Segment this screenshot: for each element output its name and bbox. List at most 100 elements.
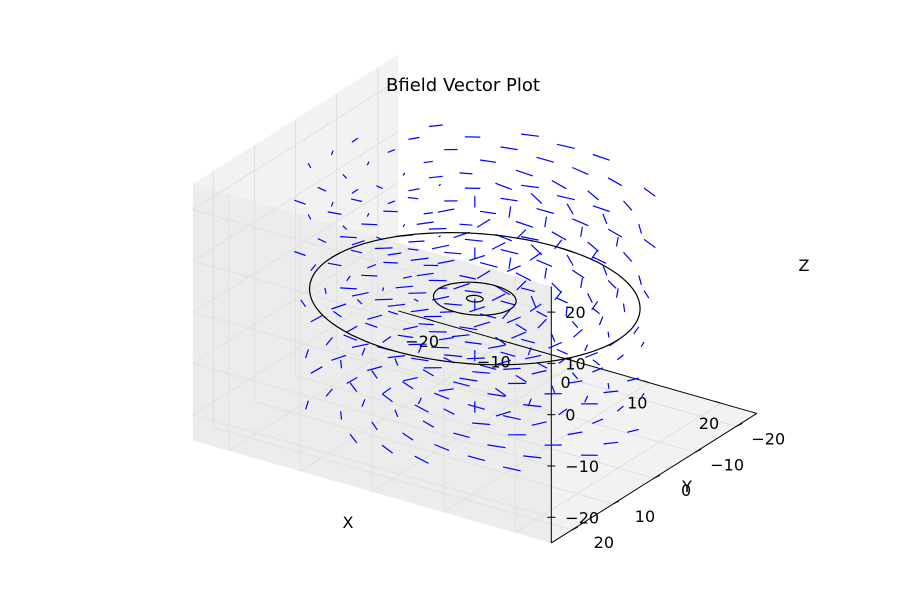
field-vector [346, 275, 351, 282]
field-vector [556, 297, 568, 304]
field-vector [592, 367, 604, 373]
field-vector [394, 358, 399, 366]
field-vector [422, 369, 435, 377]
field-vector [351, 188, 359, 194]
field-vector [464, 341, 482, 345]
y-tick [694, 448, 702, 453]
field-vector [402, 381, 414, 390]
field-vector [434, 392, 450, 400]
field-vector [515, 374, 527, 383]
field-vector [495, 336, 507, 346]
field-vector [592, 359, 600, 366]
field-vector [382, 336, 392, 343]
left-grid-z [192, 182, 399, 313]
field-vector [387, 149, 396, 153]
field-vector [515, 272, 532, 282]
field-vector [325, 388, 333, 397]
field-vector [466, 357, 485, 360]
field-vector [331, 354, 347, 361]
field-vector [402, 432, 414, 441]
y-tick [653, 474, 661, 479]
field-vector [551, 231, 567, 241]
field-vector [408, 188, 420, 192]
floor-grid-x [443, 382, 650, 513]
field-vector [580, 277, 583, 289]
field-vector [331, 303, 347, 310]
field-vector [416, 221, 434, 225]
field-vector [351, 137, 359, 143]
field-vector [365, 322, 378, 328]
x-tick [499, 339, 507, 343]
field-vector [515, 323, 527, 332]
field-vector [500, 146, 518, 151]
field-vector [479, 262, 498, 268]
field-vector [592, 153, 610, 161]
field-vector [551, 385, 556, 394]
field-vector [444, 251, 462, 255]
field-vector [349, 433, 358, 444]
current-rings [308, 231, 641, 366]
field-vector [437, 259, 455, 265]
field-vector [428, 227, 447, 230]
field-vector [638, 224, 642, 234]
field-vector [521, 133, 539, 137]
field-vector [500, 249, 519, 255]
field-vector [501, 308, 512, 320]
field-vector [407, 248, 419, 251]
field-vector [402, 325, 418, 331]
field-vector [408, 136, 420, 140]
field-vector [469, 254, 486, 262]
field-vector [459, 274, 476, 280]
x-tick [714, 400, 722, 404]
field-vector [529, 252, 542, 261]
field-vector [472, 422, 491, 426]
field-vector [633, 326, 640, 335]
field-vector [310, 264, 317, 271]
floor-grid-y [213, 427, 572, 531]
field-vector [572, 218, 589, 227]
y-tick [612, 500, 620, 505]
field-vector [544, 216, 548, 228]
field-vector [502, 466, 521, 472]
field-vector [556, 143, 575, 149]
field-vector [414, 455, 429, 464]
field-vector [627, 428, 639, 433]
field-vector [530, 192, 543, 205]
field-vector [438, 388, 454, 392]
field-vector [438, 235, 442, 238]
field-vector [551, 179, 567, 190]
current-ring [432, 281, 517, 316]
field-vector [521, 184, 539, 189]
field-vector [616, 354, 624, 361]
field-vector [580, 226, 583, 237]
x-tick-label: 0 [560, 373, 570, 392]
axes-grid [192, 67, 737, 534]
field-vector [310, 366, 323, 374]
y-tick [736, 422, 743, 427]
field-vector [383, 210, 398, 213]
field-vector [351, 240, 365, 246]
field-vector [627, 377, 639, 382]
field-vector [382, 287, 385, 292]
field-vector [531, 421, 547, 426]
field-vector [416, 272, 434, 277]
field-vector [407, 196, 419, 200]
current-ring [308, 231, 641, 366]
field-vector [531, 369, 547, 375]
field-vector [346, 376, 358, 385]
field-vector [333, 310, 342, 318]
floor-grid-y [254, 401, 614, 505]
field-vector [587, 190, 599, 201]
field-vector [317, 238, 327, 244]
field-vector [327, 211, 342, 215]
field-vector [464, 290, 482, 294]
back-grid-z [192, 209, 552, 313]
field-vector [536, 208, 554, 215]
field-vector [410, 308, 429, 313]
field-vector [402, 275, 412, 279]
y-axis-label: Y [681, 477, 692, 496]
field-vector [565, 306, 568, 317]
field-vector [602, 264, 608, 276]
field-vector [438, 336, 454, 341]
